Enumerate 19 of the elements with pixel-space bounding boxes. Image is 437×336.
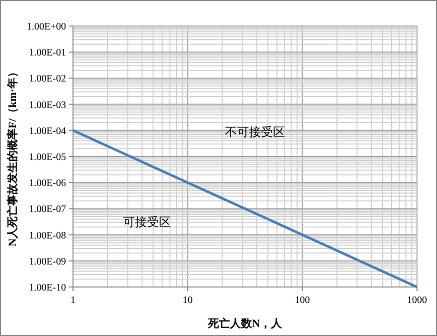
y-tick-label: 1.00E-05: [29, 152, 66, 163]
y-tick-label: 1.00E-03: [29, 100, 66, 111]
y-tick-label: 1.00E-09: [29, 256, 66, 268]
x-tick-label: 10: [182, 295, 193, 306]
y-tick-label: 1.00E-06: [29, 178, 66, 190]
y-axis-title: N人死亡事故发生的概率F/（km·年）: [6, 66, 19, 246]
x-tick-label: 1000: [407, 295, 427, 306]
y-tick-label: 1.00E-01: [29, 48, 66, 59]
annotation: 可接受区: [123, 215, 171, 229]
y-tick-label: 1.00E+00: [26, 22, 66, 32]
y-tick-label: 1.00E-02: [29, 74, 66, 85]
y-tick-label: 1.00E-10: [29, 282, 66, 294]
y-tick-label: 1.00E-07: [29, 204, 66, 216]
x-tick-label: 1: [70, 295, 76, 306]
y-tick-label: 1.00E-04: [29, 126, 66, 137]
x-axis-title: 死亡人数N，人: [207, 317, 283, 330]
x-tick-label: 100: [294, 295, 310, 306]
annotation: 不可接受区: [225, 125, 285, 139]
y-tick-label: 1.00E-08: [29, 230, 66, 242]
